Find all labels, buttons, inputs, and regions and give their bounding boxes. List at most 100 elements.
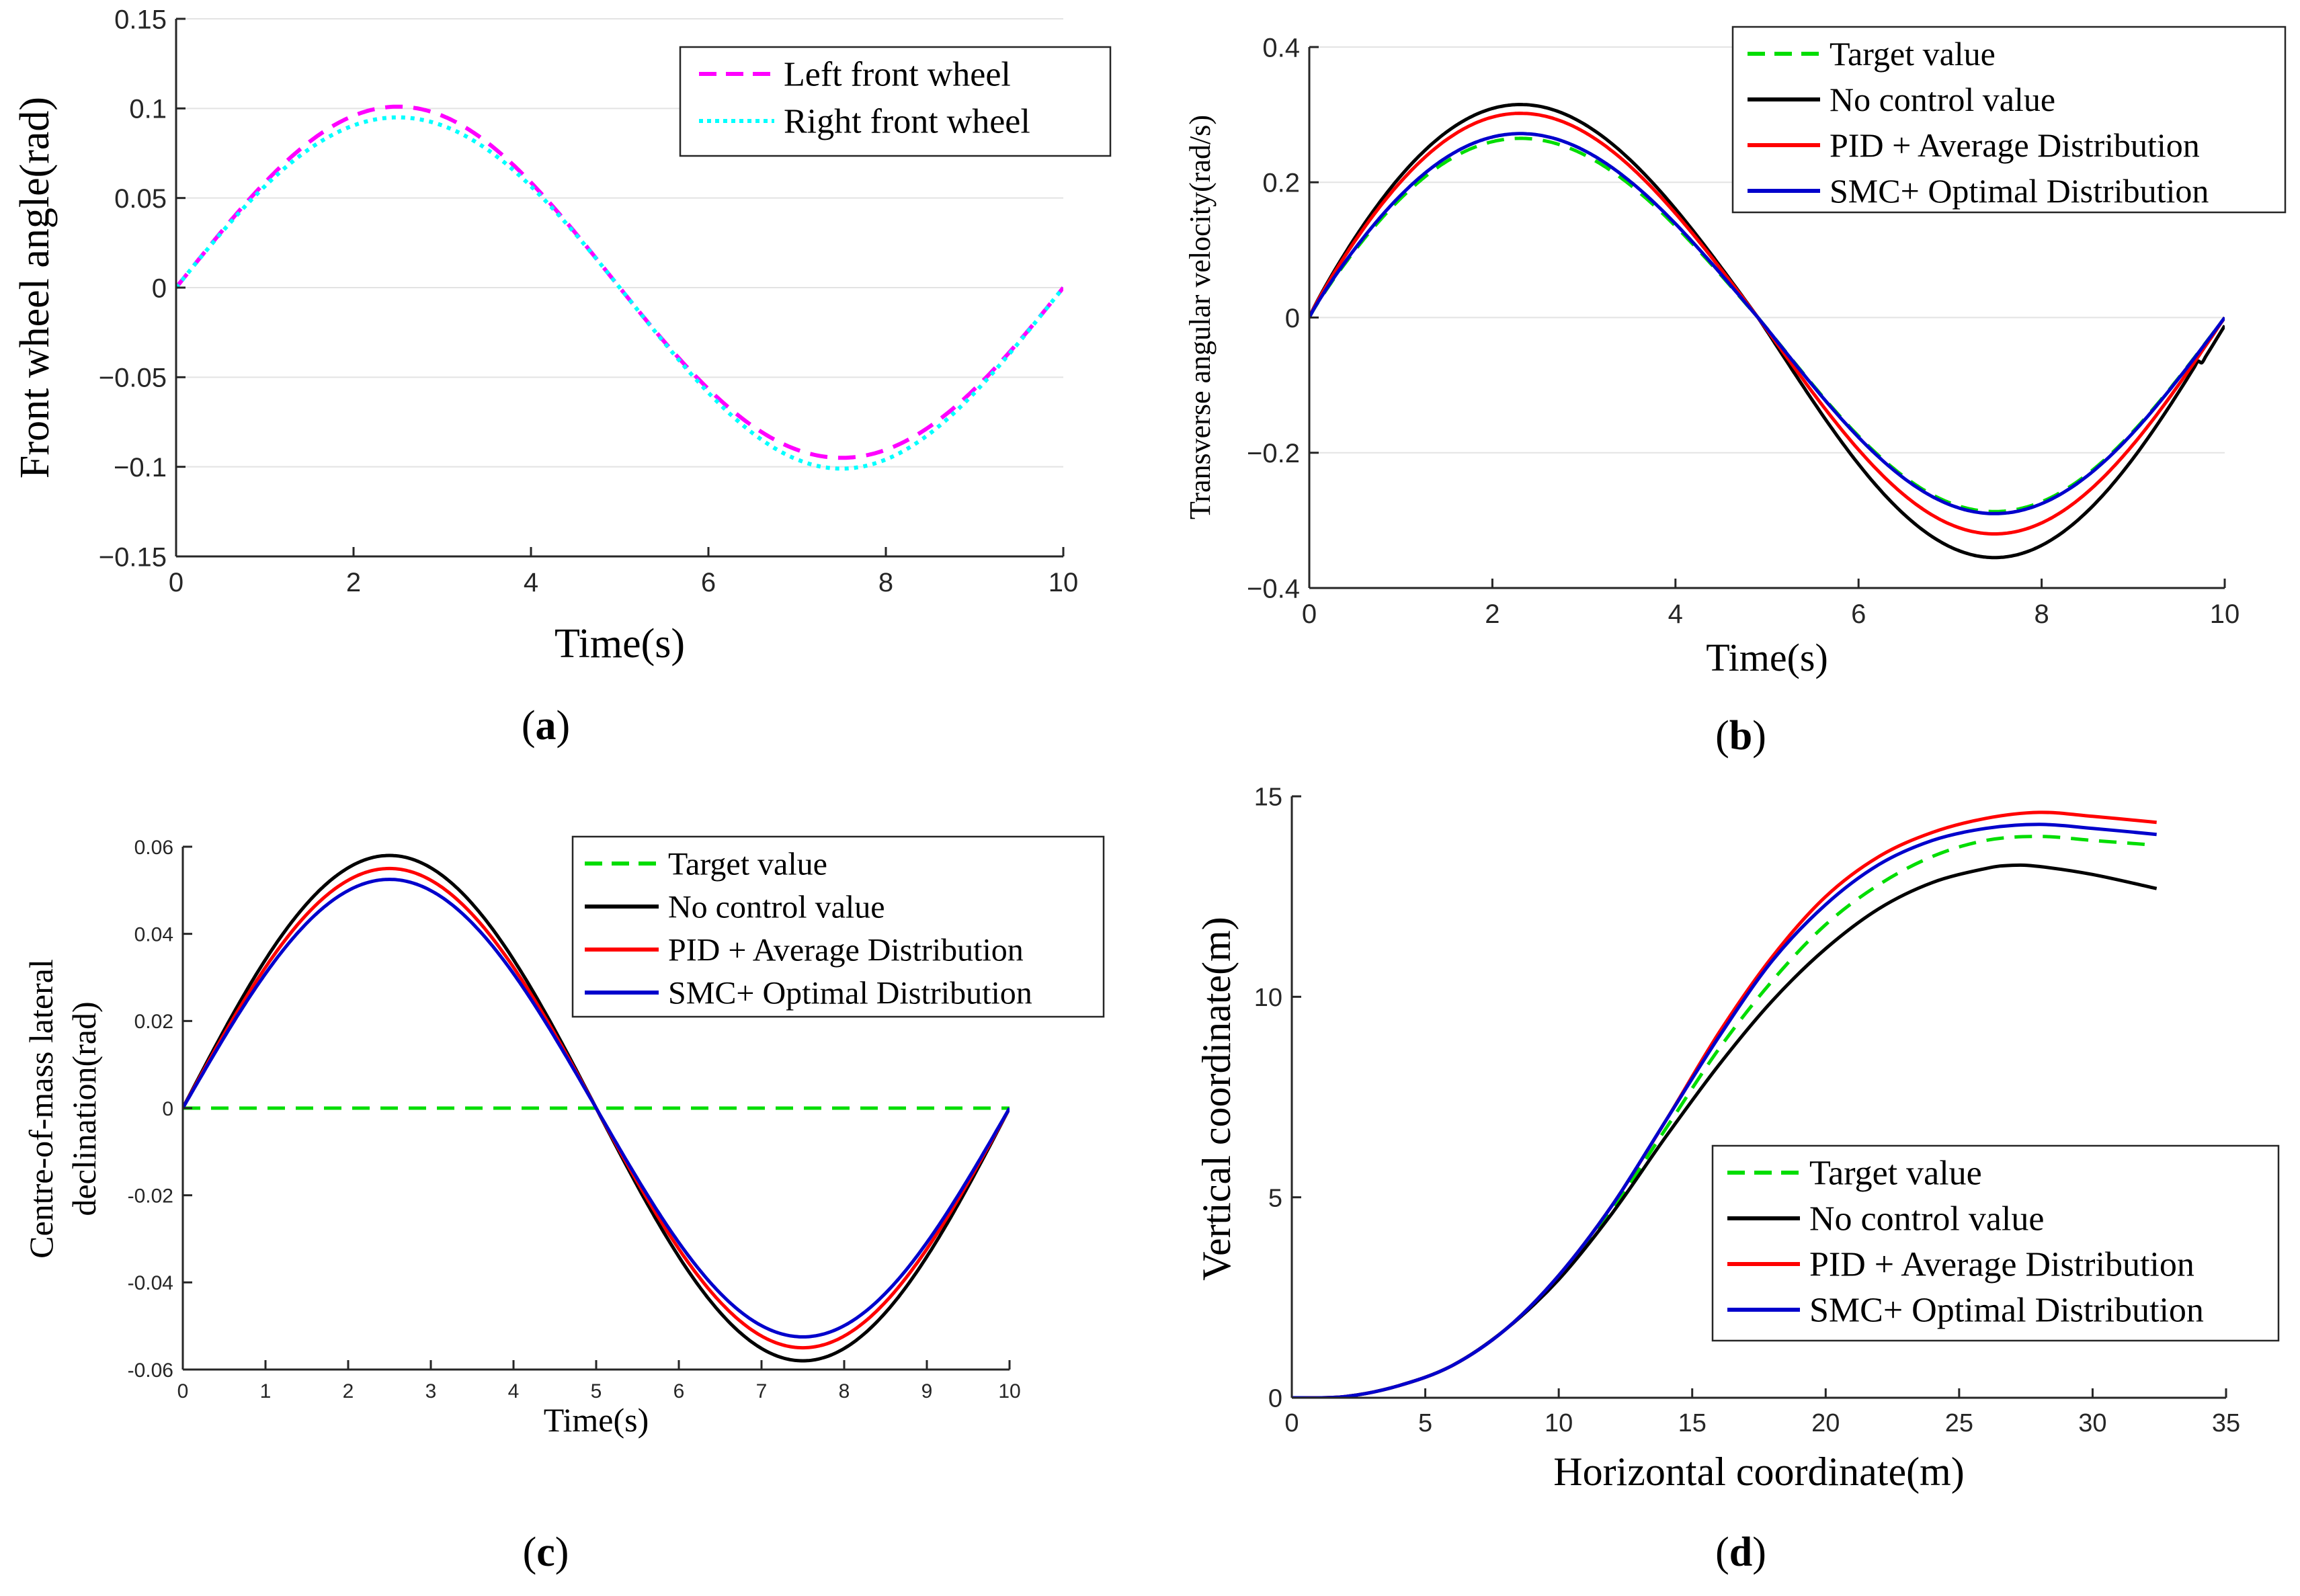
x-tick-label: 3 (425, 1380, 437, 1402)
x-tick-label: 10 (1049, 568, 1079, 597)
chart-panel-d: 0 5 10 15 20 25 30 35 0 5 10 15 Horizontal coordinat… (1194, 784, 2280, 1575)
series-line-4 (183, 878, 1010, 1339)
x-tick-label: 25 (1945, 1409, 1973, 1437)
chart-panel-a: 0 2 4 6 8 10 −0.15 −0.1 −0.05 0 0.05 0.1 0.15 Time(s)… (12, 5, 1112, 749)
series-line-4 (1309, 132, 2225, 515)
x-tick-label: 2 (1485, 599, 1500, 629)
y-tick-label: 0.05 (114, 184, 167, 214)
x-tick-label: 7 (756, 1380, 768, 1402)
y-tick-label: -0.04 (128, 1272, 173, 1294)
caption-letter: a (536, 703, 557, 749)
legend-label-2: Right front wheel (784, 103, 1030, 141)
legend-box (571, 835, 1105, 1018)
x-axis-label: Time(s) (1706, 636, 1828, 679)
y-axis-label: Vertical coordinate(m) (1194, 917, 1239, 1280)
legend-box (1711, 1144, 2280, 1342)
y-tick-label: 0 (152, 274, 167, 303)
y-tick-label: 0.1 (129, 95, 167, 124)
caption-open: ( (523, 1529, 537, 1575)
y-tick-label: 0.4 (1262, 33, 1300, 62)
legend-label-2: No control value (668, 889, 885, 925)
series-group (183, 853, 1010, 1363)
x-tick-label: 0 (177, 1380, 189, 1402)
y-tick-label: −0.4 (1247, 574, 1300, 603)
x-tick-label: 20 (1811, 1409, 1840, 1437)
y-tick-label: 5 (1268, 1184, 1282, 1212)
series-line-1 (1292, 835, 2147, 1398)
legend-label-1: Target value (1809, 1154, 1982, 1193)
caption-open: ( (1715, 713, 1729, 759)
legend-label-4: SMC+ Optimal Distribution (1830, 172, 2209, 210)
caption-close: ) (555, 1529, 569, 1575)
y-axis-label: Front wheel angle(rad) (12, 97, 58, 478)
y-tick-label: 0 (162, 1098, 173, 1120)
caption-letter: c (536, 1529, 555, 1575)
y-tick-label: 0.06 (134, 837, 173, 859)
legend: Target value No control value PID + Averag… (1731, 26, 2287, 214)
panel-caption: (d) (1715, 1529, 1766, 1575)
legend-label-1: Left front wheel (784, 56, 1011, 94)
legend-label-3: PID + Average Distribution (668, 932, 1024, 968)
legend: Target value No control value PID + Averag… (571, 835, 1105, 1018)
x-tick-label: 5 (1418, 1409, 1432, 1437)
y-axis-label: Transverse angular velocity(rad/s) (1184, 115, 1217, 519)
x-tick-label: 0 (1284, 1409, 1299, 1437)
y-tick-label: 0.04 (134, 923, 173, 946)
x-tick-label: 10 (2210, 599, 2240, 629)
y-tick-label: 15 (1254, 784, 1282, 812)
x-tick-label: 8 (2034, 599, 2049, 629)
legend-label-2: No control value (1809, 1200, 2044, 1238)
caption-letter: b (1729, 713, 1752, 759)
legend-label-3: PID + Average Distribution (1809, 1246, 2194, 1284)
legend-box (1731, 26, 2287, 214)
y-tick-label: -0.06 (128, 1359, 173, 1382)
x-tick-label: 6 (701, 568, 716, 597)
x-tick-label: 2 (346, 568, 361, 597)
x-tick-label: 4 (508, 1380, 520, 1402)
x-tick-label: 6 (1851, 599, 1866, 629)
y-axis-label-line-2: declination(rad) (65, 1001, 103, 1216)
x-tick-label: 8 (878, 568, 893, 597)
chart-panel-b: 0 2 4 6 8 10 −0.4 −0.2 0 0.2 0.4 Time(s) Transverse … (1184, 26, 2287, 759)
caption-open: ( (1715, 1529, 1729, 1575)
y-tick-label: -0.02 (128, 1185, 173, 1207)
x-axis-label: Horizontal coordinate(m) (1553, 1450, 1964, 1494)
series-group (1309, 103, 2225, 560)
x-tick-label: 0 (1302, 599, 1317, 629)
legend: Left front wheel Right front wheel (679, 46, 1112, 157)
series-group (1292, 810, 2158, 1398)
x-tick-label: 30 (2078, 1409, 2106, 1437)
chart-panel-c: 0 1 2 3 4 5 6 7 8 9 10 -0.06 -0.04 -0.02 0 0.02 0.04 0.06… (22, 835, 1105, 1575)
y-tick-label: −0.2 (1247, 439, 1300, 468)
legend-label-2: No control value (1830, 81, 2055, 118)
y-tick-label: −0.15 (99, 542, 167, 572)
legend-box (679, 46, 1112, 157)
x-axis-label: Time(s) (555, 621, 685, 667)
caption-close: ) (557, 703, 571, 749)
x-axis-label: Time(s) (544, 1401, 649, 1439)
y-tick-label: 0 (1285, 304, 1300, 333)
legend-label-4: SMC+ Optimal Distribution (1809, 1292, 2204, 1330)
x-tick-label: 8 (839, 1380, 850, 1402)
legend-label-4: SMC+ Optimal Distribution (668, 975, 1032, 1011)
x-tick-label: 1 (260, 1380, 272, 1402)
panel-caption: (a) (522, 703, 570, 749)
y-tick-label: −0.1 (114, 453, 167, 482)
x-tick-label: 10 (1545, 1409, 1573, 1437)
series-line-1 (176, 104, 1063, 460)
panel-caption: (b) (1715, 713, 1766, 759)
y-tick-label: 0.15 (114, 5, 167, 34)
y-tick-label: 0.2 (1262, 169, 1300, 198)
caption-letter: d (1729, 1529, 1752, 1575)
series-line-2 (176, 115, 1063, 471)
x-tick-label: 35 (2212, 1409, 2240, 1437)
legend-label-3: PID + Average Distribution (1830, 126, 2200, 164)
y-tick-label: 0 (1268, 1385, 1282, 1413)
x-tick-label: 5 (591, 1380, 602, 1402)
legend: Target value No control value PID + Averag… (1711, 1144, 2280, 1342)
caption-close: ) (1752, 713, 1766, 759)
x-tick-label: 4 (1668, 599, 1683, 629)
x-tick-label: 2 (343, 1380, 354, 1402)
y-tick-label: −0.05 (99, 364, 167, 393)
